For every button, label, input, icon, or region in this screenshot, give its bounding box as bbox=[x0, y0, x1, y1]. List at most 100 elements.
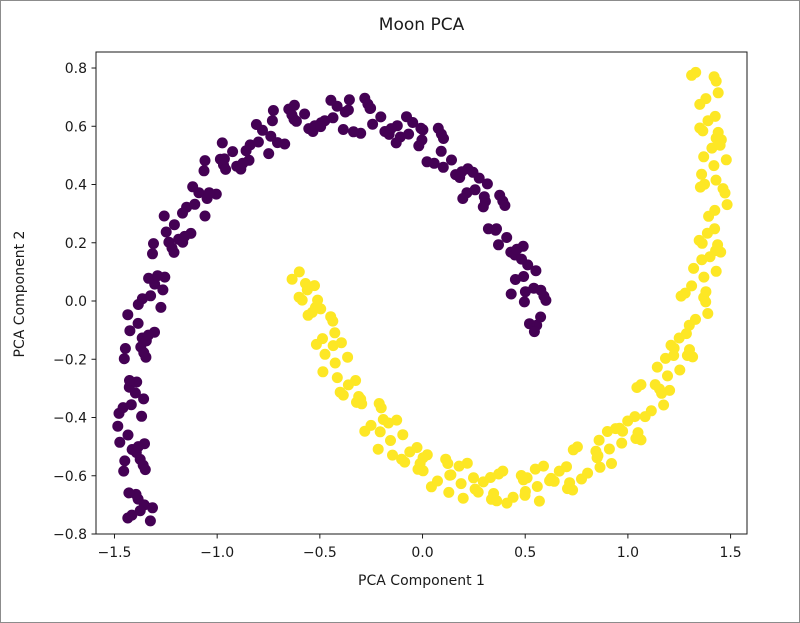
scatter-point-moon-class-1 bbox=[507, 491, 519, 503]
scatter-point-moon-class-0 bbox=[144, 515, 156, 527]
scatter-point-moon-class-0 bbox=[456, 166, 468, 178]
scatter-point-moon-class-0 bbox=[482, 223, 494, 235]
scatter-point-moon-class-1 bbox=[391, 414, 403, 426]
scatter-point-moon-class-0 bbox=[528, 326, 540, 338]
scatter-point-moon-class-0 bbox=[199, 155, 211, 167]
scatter-point-moon-class-0 bbox=[168, 219, 180, 231]
scatter-point-moon-class-1 bbox=[668, 350, 680, 361]
scatter-point-moon-class-0 bbox=[416, 134, 428, 146]
scatter-point-moon-class-1 bbox=[485, 472, 496, 483]
scatter-point-moon-class-1 bbox=[443, 486, 455, 498]
scatter-point-moon-class-0 bbox=[288, 99, 300, 111]
scatter-point-moon-class-1 bbox=[387, 449, 398, 461]
scatter-point-moon-class-0 bbox=[535, 311, 547, 323]
scatter-point-moon-class-0 bbox=[218, 153, 230, 165]
scatter-point-moon-class-1 bbox=[329, 357, 341, 369]
scatter-point-moon-class-1 bbox=[457, 492, 469, 504]
scatter-point-moon-class-0 bbox=[290, 115, 302, 127]
scatter-point-moon-class-0 bbox=[252, 136, 264, 148]
scatter-point-moon-class-0 bbox=[325, 94, 337, 106]
scatter-point-moon-class-1 bbox=[411, 442, 423, 453]
scatter-point-moon-class-0 bbox=[437, 161, 449, 173]
scatter-point-moon-class-1 bbox=[312, 294, 324, 306]
scatter-point-moon-class-0 bbox=[438, 133, 449, 144]
scatter-point-moon-class-0 bbox=[390, 137, 402, 149]
scatter-point-moon-class-0 bbox=[124, 375, 135, 386]
scatter-point-moon-class-0 bbox=[132, 299, 144, 310]
scatter-point-moon-class-1 bbox=[675, 290, 687, 302]
scatter-point-moon-class-1 bbox=[331, 372, 343, 384]
scatter-point-moon-class-0 bbox=[342, 104, 354, 116]
scatter-point-moon-class-0 bbox=[158, 210, 170, 222]
scatter-point-moon-class-0 bbox=[421, 156, 433, 168]
scatter-point-moon-class-1 bbox=[319, 348, 331, 360]
scatter-point-moon-class-0 bbox=[123, 487, 135, 499]
scatter-point-moon-class-0 bbox=[518, 271, 530, 282]
scatter-point-moon-class-1 bbox=[455, 478, 467, 490]
scatter-point-moon-class-1 bbox=[567, 444, 579, 456]
scatter-point-moon-class-1 bbox=[709, 204, 721, 216]
scatter-point-moon-class-0 bbox=[524, 318, 535, 330]
scatter-point-moon-class-1 bbox=[704, 251, 716, 263]
scatter-point-moon-class-1 bbox=[491, 495, 503, 507]
scatter-point-moon-class-1 bbox=[309, 280, 320, 292]
x-tick-label: −0.5 bbox=[303, 545, 337, 561]
scatter-point-moon-class-1 bbox=[468, 472, 479, 484]
scatter-point-moon-class-1 bbox=[317, 366, 329, 378]
scatter-point-moon-class-0 bbox=[139, 464, 151, 476]
scatter-point-moon-class-1 bbox=[365, 419, 377, 431]
scatter-point-moon-class-1 bbox=[327, 315, 339, 327]
scatter-point-moon-class-1 bbox=[709, 223, 721, 235]
scatter-point-moon-class-1 bbox=[337, 389, 349, 401]
scatter-point-moon-class-0 bbox=[112, 420, 124, 432]
scatter-point-moon-class-0 bbox=[142, 329, 154, 341]
scatter-point-moon-class-1 bbox=[686, 280, 698, 292]
y-tick-label: 0.0 bbox=[65, 294, 87, 310]
scatter-point-moon-class-1 bbox=[708, 160, 720, 172]
plot-area bbox=[95, 51, 748, 535]
scatter-point-moon-class-1 bbox=[698, 151, 710, 163]
scatter-point-moon-class-0 bbox=[155, 301, 167, 313]
x-tick-label: −1.5 bbox=[97, 545, 131, 561]
scatter-point-moon-class-0 bbox=[125, 399, 137, 411]
scatter-point-moon-class-0 bbox=[122, 512, 134, 524]
scatter-point-moon-class-1 bbox=[517, 474, 529, 486]
scatter-point-moon-class-1 bbox=[720, 154, 732, 166]
y-axis-label: PCA Component 2 bbox=[12, 230, 28, 358]
scatter-point-moon-class-1 bbox=[544, 475, 556, 487]
scatter-point-moon-class-1 bbox=[702, 308, 714, 319]
scatter-point-moon-class-0 bbox=[240, 145, 252, 157]
y-tick-label: −0.6 bbox=[53, 469, 87, 485]
scatter-point-moon-class-0 bbox=[122, 429, 134, 441]
y-tick-label: 0.8 bbox=[65, 61, 87, 77]
scatter-point-moon-class-0 bbox=[132, 317, 144, 329]
scatter-point-moon-class-0 bbox=[118, 465, 130, 477]
scatter-point-moon-class-0 bbox=[198, 165, 210, 177]
scatter-point-moon-class-1 bbox=[461, 457, 473, 469]
scatter-point-moon-class-1 bbox=[356, 398, 368, 410]
scatter-point-moon-class-1 bbox=[417, 465, 429, 477]
scatter-point-moon-class-1 bbox=[645, 405, 657, 417]
scatter-point-moon-class-0 bbox=[177, 207, 188, 219]
scatter-point-moon-class-0 bbox=[530, 265, 542, 277]
scatter-point-moon-class-0 bbox=[136, 410, 148, 422]
scatter-point-moon-class-0 bbox=[168, 246, 180, 258]
scatter-point-moon-class-0 bbox=[143, 272, 155, 284]
scatter-point-moon-class-0 bbox=[263, 148, 275, 160]
y-tick-label: 0.6 bbox=[65, 119, 87, 135]
scatter-point-moon-class-1 bbox=[710, 75, 722, 87]
scatter-point-moon-class-0 bbox=[481, 178, 493, 190]
scatter-point-moon-class-0 bbox=[267, 105, 279, 116]
scatter-point-moon-class-0 bbox=[148, 238, 159, 250]
scatter-point-moon-class-1 bbox=[538, 460, 549, 472]
scatter-point-moon-class-1 bbox=[302, 309, 314, 321]
scatter-point-moon-class-0 bbox=[403, 128, 415, 140]
scatter-point-moon-class-1 bbox=[696, 237, 708, 249]
scatter-point-moon-class-1 bbox=[296, 294, 308, 306]
y-tick-label: 0.4 bbox=[65, 178, 87, 194]
scatter-point-moon-class-0 bbox=[491, 223, 502, 235]
scatter-point-moon-class-0 bbox=[132, 441, 144, 453]
x-tick-label: 0.5 bbox=[514, 545, 536, 561]
scatter-point-moon-class-1 bbox=[710, 265, 722, 277]
